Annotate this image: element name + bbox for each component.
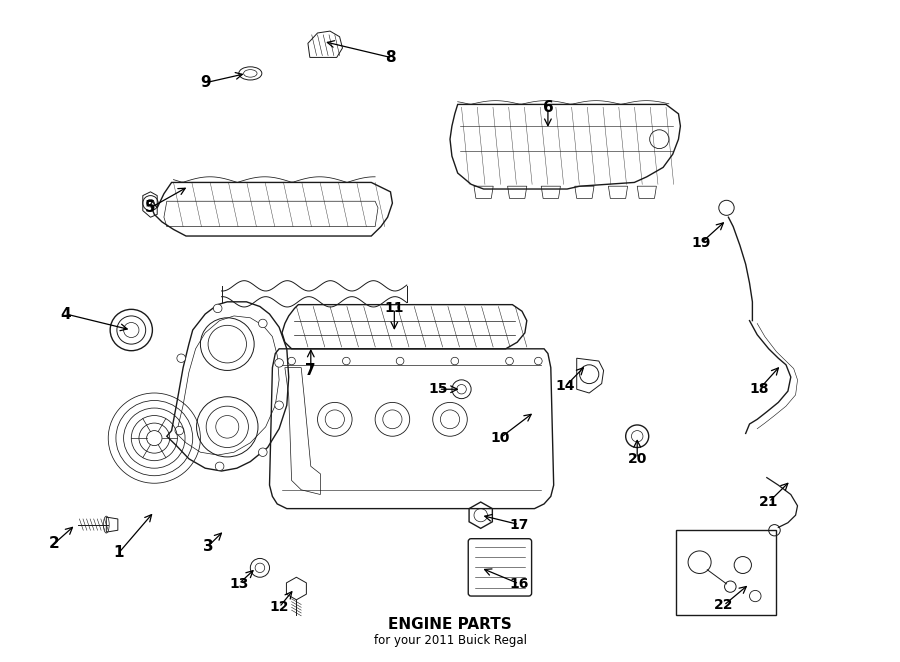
Circle shape [258,448,267,457]
Text: 20: 20 [627,451,647,466]
Circle shape [215,462,224,471]
Bar [676,530,777,615]
Circle shape [213,304,222,312]
Text: 12: 12 [269,600,289,614]
Text: 19: 19 [692,236,711,250]
Text: 17: 17 [509,518,529,532]
Text: 16: 16 [509,577,529,591]
Circle shape [274,401,284,410]
Text: 18: 18 [750,382,769,397]
Text: for your 2011 Buick Regal: for your 2011 Buick Regal [374,634,526,647]
Text: 21: 21 [759,495,778,509]
Text: 8: 8 [385,50,396,65]
Text: 7: 7 [305,363,316,378]
Text: 11: 11 [384,301,404,315]
Text: 2: 2 [50,536,60,551]
Text: 9: 9 [200,75,211,90]
Text: 15: 15 [428,382,448,397]
Text: ENGINE PARTS: ENGINE PARTS [388,617,512,632]
Text: 3: 3 [202,539,213,553]
Text: 4: 4 [60,307,71,322]
Text: 10: 10 [491,431,509,445]
Text: 5: 5 [145,201,156,215]
Circle shape [175,426,184,435]
Text: 22: 22 [714,598,734,612]
Text: 13: 13 [230,577,248,591]
Circle shape [258,319,267,328]
Text: 1: 1 [113,545,124,560]
Circle shape [274,359,284,367]
Text: 14: 14 [555,379,575,393]
Text: 6: 6 [543,100,553,115]
Circle shape [177,354,185,363]
